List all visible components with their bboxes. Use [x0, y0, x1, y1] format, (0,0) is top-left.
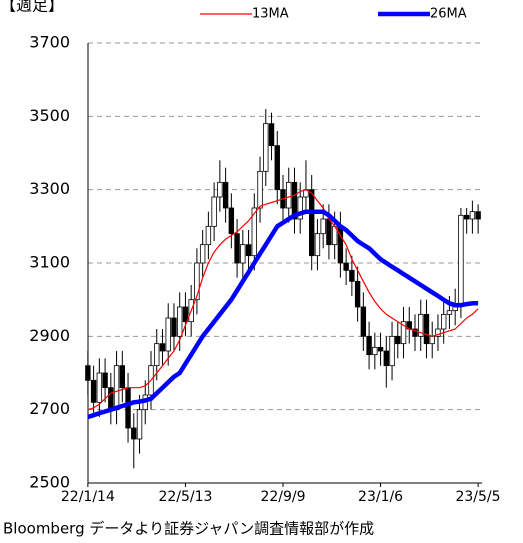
candle-body	[435, 328, 441, 337]
candle-body	[165, 317, 171, 352]
candle-body	[400, 321, 407, 345]
candle-body	[383, 350, 390, 367]
ma-line	[87, 189, 479, 411]
candle-body	[268, 123, 275, 147]
y-tick-label: 2700	[29, 399, 70, 418]
candle-body	[171, 317, 177, 337]
candle-body	[418, 313, 424, 337]
candle-body	[463, 214, 470, 220]
candle-body	[199, 244, 206, 264]
y-tick-label: 3700	[29, 33, 70, 52]
y-tick-label: 3500	[29, 106, 70, 125]
candle-body	[349, 269, 355, 282]
candle-body	[475, 211, 481, 220]
candle-body	[423, 313, 430, 345]
candle-body	[113, 365, 120, 411]
candle-body	[366, 335, 372, 356]
candle-body	[205, 225, 212, 246]
candle-body	[320, 218, 326, 235]
x-tick-label: 22/5/13	[158, 489, 212, 505]
candle-body	[182, 306, 189, 323]
x-tick-label: 22/1/14	[61, 489, 115, 505]
source-note: Bloomberg データより証券ジャパン調査情報部が作成	[3, 520, 374, 538]
candle-body	[131, 427, 137, 440]
candle-body	[354, 280, 361, 308]
candle-body	[274, 145, 280, 191]
candle-body	[211, 196, 217, 227]
candle-body	[96, 372, 103, 403]
candle-body	[360, 306, 367, 337]
legend-label: 13MA	[252, 7, 289, 22]
candle-body	[90, 379, 97, 403]
candle-body	[469, 211, 476, 220]
y-tick-label: 2500	[29, 473, 70, 492]
candle-body	[326, 218, 332, 246]
candle-body	[263, 123, 269, 172]
candle-body	[108, 387, 114, 411]
candle-body	[286, 181, 292, 209]
candle-body	[377, 346, 384, 352]
candle-body	[412, 328, 418, 337]
chart-title: 【週足】	[0, 0, 64, 15]
candle-body	[458, 214, 464, 304]
candle-body	[154, 343, 160, 367]
candle-body	[446, 310, 453, 315]
candle-body	[395, 335, 401, 345]
candle-body	[159, 343, 166, 352]
x-tick-label: 23/1/6	[358, 489, 403, 505]
candle-body	[297, 196, 303, 220]
legend-label: 26MA	[430, 7, 467, 22]
candle-body	[217, 181, 223, 198]
x-tick-label: 23/5/5	[455, 489, 500, 505]
candle-body	[308, 189, 315, 257]
candle-body	[245, 244, 252, 257]
candle-body	[291, 181, 298, 220]
candle-body	[136, 409, 143, 440]
candle-body	[240, 244, 246, 264]
candle-body	[257, 170, 263, 209]
y-tick-label: 3300	[29, 179, 70, 198]
candle-body	[389, 335, 395, 367]
candle-body	[125, 387, 131, 429]
y-tick-label: 3100	[29, 253, 70, 272]
y-tick-label: 2900	[29, 326, 70, 345]
candle-body	[194, 262, 200, 301]
candle-body	[429, 335, 435, 345]
candle-body	[228, 207, 235, 235]
candle-body	[343, 262, 349, 271]
candle-body	[119, 365, 126, 389]
candle-body	[314, 233, 321, 257]
candle-body	[440, 313, 447, 330]
candle-body	[85, 365, 91, 381]
candle-body	[102, 372, 108, 389]
candle-body	[176, 306, 183, 337]
candle-body	[251, 207, 258, 257]
candle-body	[234, 233, 240, 264]
x-tick-label: 22/9/9	[260, 489, 305, 505]
candle-body	[372, 346, 378, 356]
candle-body	[222, 181, 229, 209]
ma-line	[87, 209, 479, 420]
